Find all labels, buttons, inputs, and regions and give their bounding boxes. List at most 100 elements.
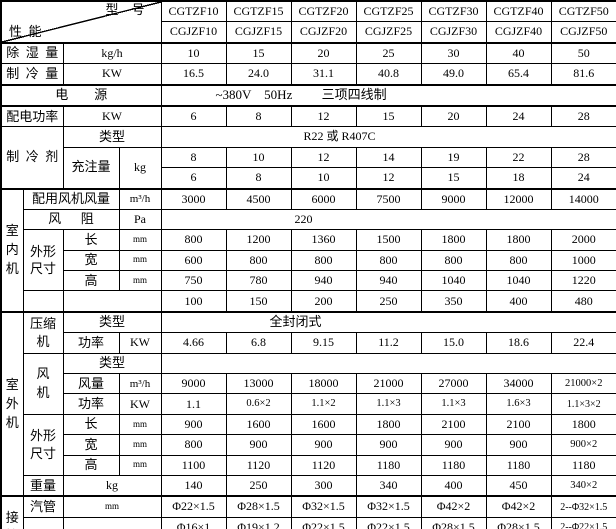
spec-value-cell: 50 (550, 42, 616, 65)
spec-value-cell: 1.1×2 (290, 393, 357, 415)
spec-value-cell: 1600 (290, 413, 357, 436)
spec-value-cell: 900 (355, 434, 422, 456)
table-row: 室内机 配用风机风量 m³/h 3000 4500 6000 7500 9000… (0, 188, 616, 313)
spec-value-cell: 2100 (485, 413, 552, 436)
spec-value-cell: 340 (355, 474, 422, 498)
spec-value-cell: 1500 (355, 229, 422, 251)
spec-value-cell: Φ16×1 (160, 516, 227, 529)
model-cell: CGJZF40 (485, 21, 552, 44)
indoor-dim-unit: mm (118, 229, 162, 251)
table-row: 配电功率 KW 6 8 12 15 20 24 28 (0, 105, 616, 128)
spec-value-cell: 400 (485, 290, 552, 313)
spec-value-cell: 0.6×2 (225, 393, 292, 415)
spec-value-cell: 20 (420, 105, 487, 128)
spec-value-cell: 340×2 (550, 474, 616, 498)
performance-header-label: 性 能 (9, 24, 42, 40)
indoor-fan-airflow-unit: m³/h (118, 188, 162, 210)
spec-value-cell: 400 (420, 474, 487, 498)
indoor-width-label: 宽 (62, 249, 120, 272)
model-cell: CGTZF15 (225, 0, 292, 23)
spec-value-cell: 350 (420, 290, 487, 313)
spec-value-cell: 750 (160, 270, 227, 292)
indoor-length-label: 长 (62, 229, 120, 251)
power-config-unit: KW (62, 105, 162, 128)
spec-value-cell: Φ28×1.5 (485, 516, 552, 529)
model-cell: CGTZF30 (420, 0, 487, 23)
table-row: 100 150 200 250 350 400 480 (1, 290, 616, 313)
refrigerant-charge-unit: kg (118, 146, 162, 190)
refrigerant-label: 制 冷 剂 (0, 126, 64, 190)
spec-value-cell: 11.2 (355, 332, 422, 354)
spec-value-cell: 1.1×3×2 (550, 393, 616, 415)
piping-label: 接管 (0, 495, 24, 529)
spec-value-cell: 15 (355, 105, 422, 128)
spec-value-cell: 940 (355, 270, 422, 292)
spec-value-cell: 10 (160, 42, 227, 65)
spec-value-cell: 600 (160, 249, 227, 272)
spec-value-cell: 900 (420, 434, 487, 456)
spec-value-cell: 1000 (550, 249, 616, 272)
outdoor-dimensions-label: 外形尺寸 (22, 413, 64, 476)
model-cell: CGTZF50 (550, 0, 616, 23)
spec-value-cell: 8 (225, 105, 292, 128)
table-row: 功率 KW 4.66 6.8 9.15 11.2 15.0 18.6 22.4 (1, 332, 616, 354)
spec-value-cell: 480 (550, 290, 616, 313)
model-cell: CGJZF10 (160, 21, 227, 44)
table-row: 风量 m³/h 9000 13000 18000 21000 27000 340… (1, 373, 616, 395)
spec-value-cell: 1180 (550, 454, 616, 476)
spec-value-cell: 10 (290, 167, 357, 190)
spec-value-cell: 1.1×3 (420, 393, 487, 415)
spec-value-cell: 27000 (420, 373, 487, 395)
table-row: 制 冷 剂 类型 R22 或 R407C (0, 126, 616, 190)
indoor-height-label: 高 (62, 270, 120, 292)
spec-value-cell: Φ22×1.5 (290, 516, 357, 529)
spec-value-cell: 250 (225, 474, 292, 498)
model-cell: CGTZF25 (355, 0, 422, 23)
spec-value-cell: 1800 (355, 413, 422, 436)
spec-value-cell: 7500 (355, 188, 422, 210)
indoor-unit-label: 室内机 (0, 188, 24, 313)
compressor-label: 压缩机 (22, 311, 64, 354)
spec-value-cell: 1220 (550, 270, 616, 292)
model-cell: CGTZF40 (485, 0, 552, 23)
spec-value-cell: 900 (485, 434, 552, 456)
spec-value-cell: 28 (550, 146, 616, 169)
spec-value-cell: 6 (160, 105, 227, 128)
spec-value-cell: 21000×2 (550, 373, 616, 395)
weight-unit: kg (62, 474, 162, 498)
model-cell: CGJZF50 (550, 21, 616, 44)
spec-value-cell: 900 (225, 434, 292, 456)
spec-value-cell: 1180 (355, 454, 422, 476)
spec-value-cell: Φ32×1.5 (290, 495, 357, 518)
model-cell: CGJZF15 (225, 21, 292, 44)
table-row: 型 号 性 能 CGTZF10 CGTZF15 CGTZF20 CGTZF25 … (0, 0, 616, 44)
outdoor-fan-label: 风机 (22, 352, 64, 415)
spec-value-cell: 900 (160, 413, 227, 436)
spec-value-cell: 12000 (485, 188, 552, 210)
spec-value-cell: 31.1 (290, 63, 357, 86)
table-row: 制 冷 量 KW 16.5 24.0 31.1 40.8 49.0 65.4 8… (0, 63, 616, 86)
table-row: 高 mm 750 780 940 940 1040 1040 1220 (1, 270, 616, 292)
spec-value-cell: 49.0 (420, 63, 487, 86)
power-supply-value: ~380V 50Hz 三项四线制 (160, 84, 616, 107)
spec-value-cell: 14000 (550, 188, 616, 210)
wind-resistance-label: 风 阻 (22, 208, 120, 231)
table-row: 外形尺寸 长 mm 800 1200 1360 1500 1800 1800 2… (1, 229, 616, 292)
spec-value-cell: 900 (290, 434, 357, 456)
spec-value-cell: 6000 (290, 188, 357, 210)
spec-value-cell: 200 (290, 290, 357, 313)
table-row: CGJZF10 CGJZF15 CGJZF20 CGJZF25 CGJZF30 … (1, 21, 616, 44)
table-row: 室外机 压缩机 类型 全封闭式 (0, 311, 616, 498)
table-row: 接管 汽管 mm Φ22×1.5 Φ28×1.5 Φ32×1.5 Φ32×1.5… (0, 495, 616, 529)
spec-value-cell: 800 (485, 249, 552, 272)
outdoor-width-label: 宽 (62, 434, 120, 456)
spec-value-cell: 1600 (225, 413, 292, 436)
wind-resistance-unit: Pa (118, 208, 162, 231)
spec-value-cell: 34000 (485, 373, 552, 395)
spec-value-cell: Φ28×1.5 (420, 516, 487, 529)
model-cell: CGJZF20 (290, 21, 357, 44)
table-row: 高 mm 1100 1120 1120 1180 1180 1180 1180 (1, 454, 616, 476)
spec-value-cell: 3000 (160, 188, 227, 210)
spec-value-cell: 800 (160, 229, 227, 251)
power-supply-label: 电 源 (0, 84, 162, 107)
